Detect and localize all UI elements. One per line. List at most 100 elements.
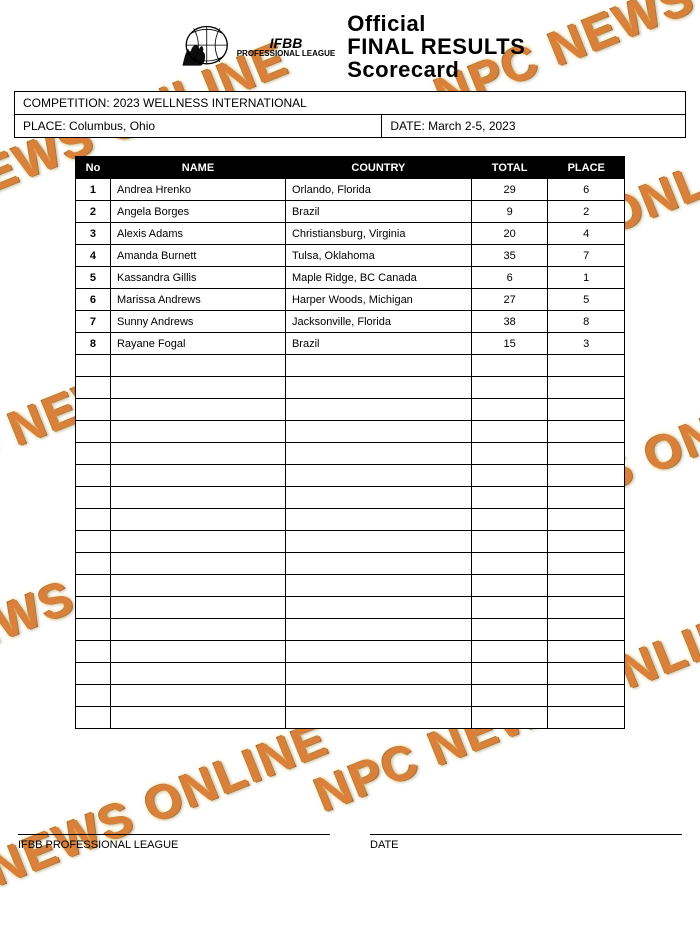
cell-total: [471, 597, 548, 619]
title-line3: Scorecard: [347, 58, 525, 81]
cell-no: 7: [76, 311, 111, 333]
cell-name: [110, 355, 285, 377]
cell-total: 6: [471, 267, 548, 289]
cell-total: [471, 619, 548, 641]
cell-place: [548, 443, 625, 465]
table-row-empty: [76, 685, 625, 707]
header: IFBB PROFESSIONAL LEAGUE Official FINAL …: [14, 12, 686, 81]
cell-name: [110, 685, 285, 707]
cell-total: 9: [471, 201, 548, 223]
cell-name: [110, 377, 285, 399]
cell-no: 4: [76, 245, 111, 267]
cell-place: [548, 707, 625, 729]
cell-name: [110, 575, 285, 597]
cell-total: [471, 641, 548, 663]
table-row-empty: [76, 575, 625, 597]
cell-country: [285, 487, 471, 509]
cell-name: Alexis Adams: [110, 223, 285, 245]
cell-country: [285, 685, 471, 707]
cell-country: [285, 421, 471, 443]
table-row-empty: [76, 553, 625, 575]
signature-left: IFBB PROFESSIONAL LEAGUE: [18, 834, 330, 851]
cell-country: Jacksonville, Florida: [285, 311, 471, 333]
signature-label-right: DATE: [370, 839, 682, 851]
table-row-empty: [76, 487, 625, 509]
table-row-empty: [76, 641, 625, 663]
signature-label-left: IFBB PROFESSIONAL LEAGUE: [18, 839, 330, 851]
cell-no: [76, 663, 111, 685]
cell-no: 3: [76, 223, 111, 245]
table-row: 5Kassandra GillisMaple Ridge, BC Canada6…: [76, 267, 625, 289]
cell-country: Tulsa, Oklahoma: [285, 245, 471, 267]
cell-place: [548, 377, 625, 399]
cell-no: [76, 619, 111, 641]
cell-no: 5: [76, 267, 111, 289]
competition-row: COMPETITION: 2023 WELLNESS INTERNATIONAL: [15, 92, 685, 115]
table-row-empty: [76, 663, 625, 685]
place-cell: PLACE: Columbus, Ohio: [15, 115, 382, 137]
table-row-empty: [76, 465, 625, 487]
cell-country: Brazil: [285, 333, 471, 355]
watermark-text: NPC NEWS ONLINE: [0, 711, 336, 943]
cell-total: [471, 355, 548, 377]
cell-name: [110, 641, 285, 663]
cell-total: 38: [471, 311, 548, 333]
cell-place: 8: [548, 311, 625, 333]
cell-place: 5: [548, 289, 625, 311]
cell-country: [285, 531, 471, 553]
table-row: 3Alexis AdamsChristiansburg, Virginia204: [76, 223, 625, 245]
place-label: PLACE:: [23, 119, 66, 133]
date-value: March 2-5, 2023: [428, 119, 515, 133]
cell-place: [548, 553, 625, 575]
title-line1: Official: [347, 12, 525, 35]
table-row: 1Andrea HrenkoOrlando, Florida296: [76, 179, 625, 201]
cell-country: Maple Ridge, BC Canada: [285, 267, 471, 289]
cell-country: [285, 641, 471, 663]
cell-place: [548, 685, 625, 707]
signature-row: IFBB PROFESSIONAL LEAGUE DATE: [18, 834, 682, 851]
cell-total: [471, 377, 548, 399]
cell-place: [548, 487, 625, 509]
cell-country: [285, 663, 471, 685]
cell-no: [76, 685, 111, 707]
ifbb-globe-icon: [175, 19, 231, 75]
competition-label: COMPETITION:: [23, 96, 110, 110]
table-row-empty: [76, 597, 625, 619]
cell-place: 2: [548, 201, 625, 223]
cell-no: 8: [76, 333, 111, 355]
cell-no: [76, 377, 111, 399]
cell-total: [471, 553, 548, 575]
col-country: COUNTRY: [285, 157, 471, 179]
signature-right: DATE: [370, 834, 682, 851]
cell-total: [471, 575, 548, 597]
cell-country: [285, 465, 471, 487]
cell-country: [285, 619, 471, 641]
table-row-empty: [76, 399, 625, 421]
cell-total: [471, 707, 548, 729]
cell-total: [471, 465, 548, 487]
cell-no: [76, 509, 111, 531]
col-place: PLACE: [548, 157, 625, 179]
cell-name: [110, 509, 285, 531]
cell-total: [471, 421, 548, 443]
cell-country: Orlando, Florida: [285, 179, 471, 201]
cell-place: 7: [548, 245, 625, 267]
cell-place: 1: [548, 267, 625, 289]
table-row: 8Rayane FogalBrazil153: [76, 333, 625, 355]
cell-no: [76, 575, 111, 597]
table-row-empty: [76, 421, 625, 443]
cell-no: 6: [76, 289, 111, 311]
logo-sub: PROFESSIONAL LEAGUE: [237, 50, 336, 58]
cell-place: [548, 355, 625, 377]
cell-place: [548, 399, 625, 421]
cell-name: Kassandra Gillis: [110, 267, 285, 289]
cell-name: [110, 663, 285, 685]
date-cell: DATE: March 2-5, 2023: [382, 115, 685, 137]
table-row-empty: [76, 509, 625, 531]
logo-ifbb: IFBB: [270, 36, 303, 50]
cell-total: 29: [471, 179, 548, 201]
cell-no: [76, 707, 111, 729]
cell-name: Rayane Fogal: [110, 333, 285, 355]
cell-country: [285, 399, 471, 421]
cell-name: Marissa Andrews: [110, 289, 285, 311]
